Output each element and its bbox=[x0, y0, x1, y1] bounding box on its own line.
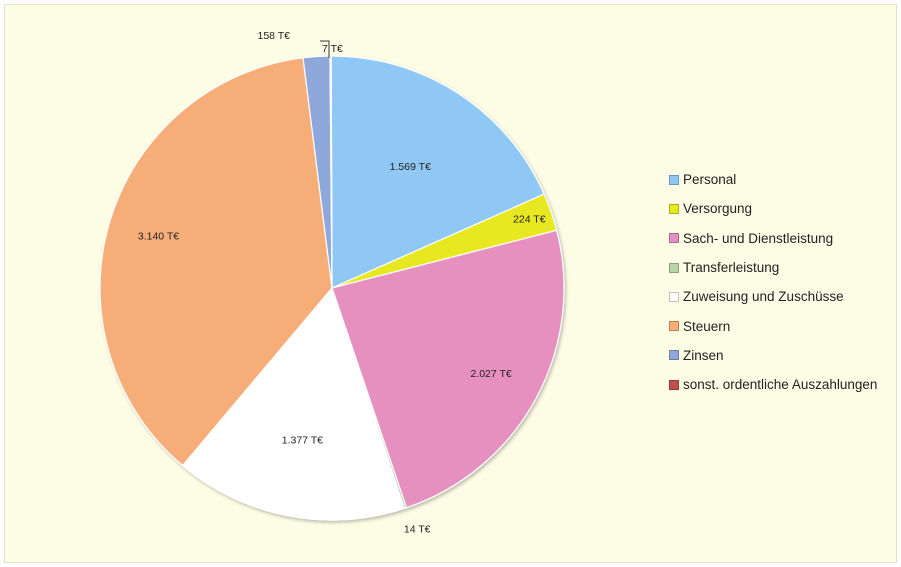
legend-swatch bbox=[669, 379, 679, 390]
leader-line bbox=[320, 40, 330, 58]
data-label-versorgung: 224 T€ bbox=[513, 213, 546, 225]
legend-label: Zuweisung und Zuschüsse bbox=[683, 289, 844, 305]
legend-item-steuern: Steuern bbox=[669, 311, 877, 340]
data-labels: 1.569 T€ 224 T€ 2.027 T€ 14 T€ 1.377 T€ 3.140… bbox=[138, 30, 546, 536]
pie-slice-sonst-ordentliche-auszahlungen bbox=[329, 55, 333, 289]
legend-swatch bbox=[669, 321, 679, 332]
data-label-transferleistung: 14 T€ bbox=[404, 523, 431, 535]
legend-swatch bbox=[669, 350, 679, 361]
legend-swatch bbox=[669, 233, 679, 244]
legend-swatch bbox=[669, 203, 679, 214]
legend: Personal Versorgung Sach- und Dienstleistu… bbox=[669, 165, 877, 399]
pie-slices bbox=[99, 55, 565, 521]
legend-item-transferleistung: Transferleistung bbox=[669, 253, 877, 282]
pie-slice-sach-und-dienstleistung bbox=[331, 229, 565, 509]
legend-label: Zinsen bbox=[683, 347, 724, 363]
data-label-steuern: 3.140 T€ bbox=[138, 230, 179, 242]
data-label-zuweisung-und-zusch-sse: 1.377 T€ bbox=[282, 434, 323, 446]
legend-label: Steuern bbox=[683, 318, 731, 334]
data-label-sonst-ordentliche-auszahlungen: 7 T€ bbox=[322, 43, 343, 55]
pie-slice-zuweisung-und-zusch-sse bbox=[181, 286, 405, 521]
legend-label: Personal bbox=[683, 172, 737, 188]
legend-label: Versorgung bbox=[683, 201, 753, 217]
data-label-personal: 1.569 T€ bbox=[390, 161, 431, 173]
legend-item-sonst-ordentliche-auszahlungen: sonst. ordentliche Auszahlungen bbox=[669, 370, 877, 399]
legend-swatch bbox=[669, 291, 679, 302]
legend-item-versorgung: Versorgung bbox=[669, 194, 877, 223]
legend-item-sach-und-dienstleistung: Sach- und Dienstleistung bbox=[669, 224, 877, 253]
legend-item-zuweisung-und-zusch-sse: Zuweisung und Zuschüsse bbox=[669, 282, 877, 311]
pie-slice-steuern bbox=[99, 57, 333, 467]
chart-area: 1.569 T€ 224 T€ 2.027 T€ 14 T€ 1.377 T€ 3.140… bbox=[4, 4, 897, 563]
legend-item-zinsen: Zinsen bbox=[669, 341, 877, 370]
legend-label: sonst. ordentliche Auszahlungen bbox=[683, 377, 878, 393]
data-label-sach-und-dienstleistung: 2.027 T€ bbox=[470, 368, 511, 380]
data-label-zinsen: 158 T€ bbox=[258, 30, 291, 42]
legend-label: Sach- und Dienstleistung bbox=[683, 230, 834, 246]
legend-item-personal: Personal bbox=[669, 165, 877, 194]
legend-swatch bbox=[669, 262, 679, 273]
pie-slice-personal bbox=[330, 55, 545, 289]
legend-label: Transferleistung bbox=[683, 260, 780, 276]
legend-swatch bbox=[669, 174, 679, 185]
pie-chart: 1.569 T€ 224 T€ 2.027 T€ 14 T€ 1.377 T€ 3.140… bbox=[99, 30, 565, 536]
